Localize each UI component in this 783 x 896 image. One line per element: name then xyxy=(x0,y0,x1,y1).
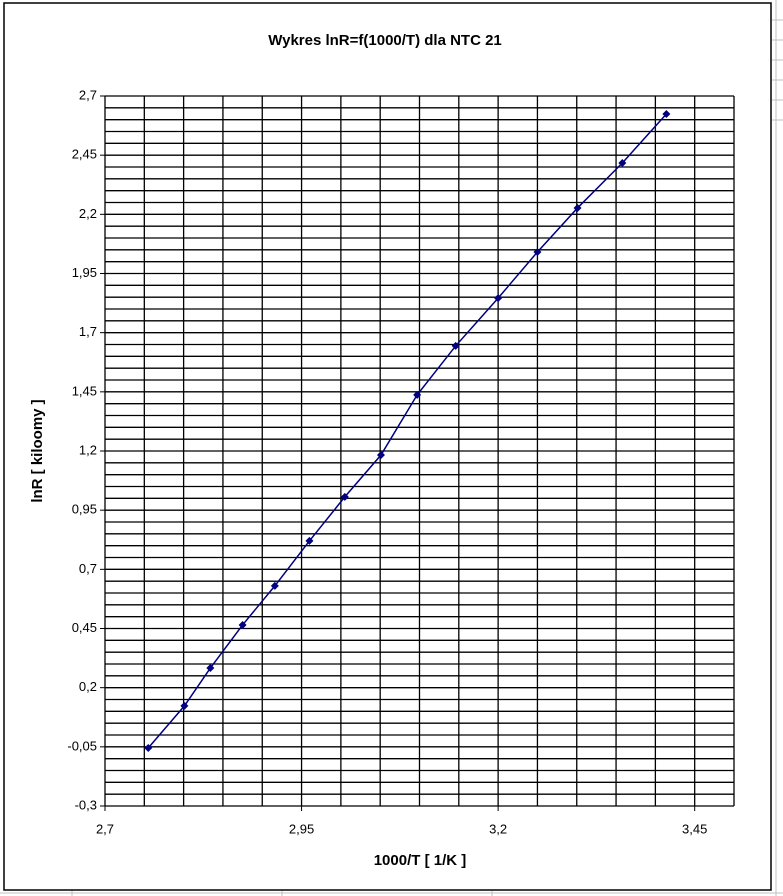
data-point xyxy=(238,620,247,629)
data-point xyxy=(413,390,422,399)
y-tick-label: 2,7 xyxy=(79,87,97,102)
x-tick-label: 2,7 xyxy=(96,821,114,836)
data-point xyxy=(270,581,279,590)
data-point xyxy=(180,701,189,710)
data-point xyxy=(533,247,542,256)
y-tick-label: 1,95 xyxy=(72,265,97,280)
y-tick-label: 0,45 xyxy=(72,620,97,635)
y-tick-label: 2,2 xyxy=(79,206,97,221)
y-axis-label: lnR [ kiloomy ] xyxy=(29,399,46,502)
y-tick-label: -0,05 xyxy=(67,738,97,753)
data-point xyxy=(662,109,671,118)
y-tick-label: 1,45 xyxy=(72,383,97,398)
chart-title: Wykres lnR=f(1000/T) dla NTC 21 xyxy=(268,32,502,49)
data-point xyxy=(305,536,314,545)
data-point xyxy=(451,341,460,350)
data-point xyxy=(494,294,503,303)
data-point xyxy=(376,451,385,460)
y-tick-label: -0,3 xyxy=(75,797,97,812)
y-tick-label: 2,45 xyxy=(72,147,97,162)
data-point xyxy=(144,744,153,753)
data-point xyxy=(573,203,582,212)
data-point xyxy=(340,492,349,501)
y-tick-label: 0,95 xyxy=(72,502,97,517)
x-tick-label: 3,2 xyxy=(489,821,507,836)
y-tick-label: 0,7 xyxy=(79,561,97,576)
x-tick-label: 3,45 xyxy=(682,821,707,836)
data-point xyxy=(206,664,215,673)
y-tick-label: 1,2 xyxy=(79,442,97,457)
data-point xyxy=(618,158,627,167)
y-tick-label: 1,7 xyxy=(79,324,97,339)
y-tick-label: 0,2 xyxy=(79,679,97,694)
chart-area xyxy=(3,2,772,891)
x-axis-label: 1000/T [ 1/K ] xyxy=(374,852,467,869)
x-tick-label: 2,95 xyxy=(289,821,314,836)
